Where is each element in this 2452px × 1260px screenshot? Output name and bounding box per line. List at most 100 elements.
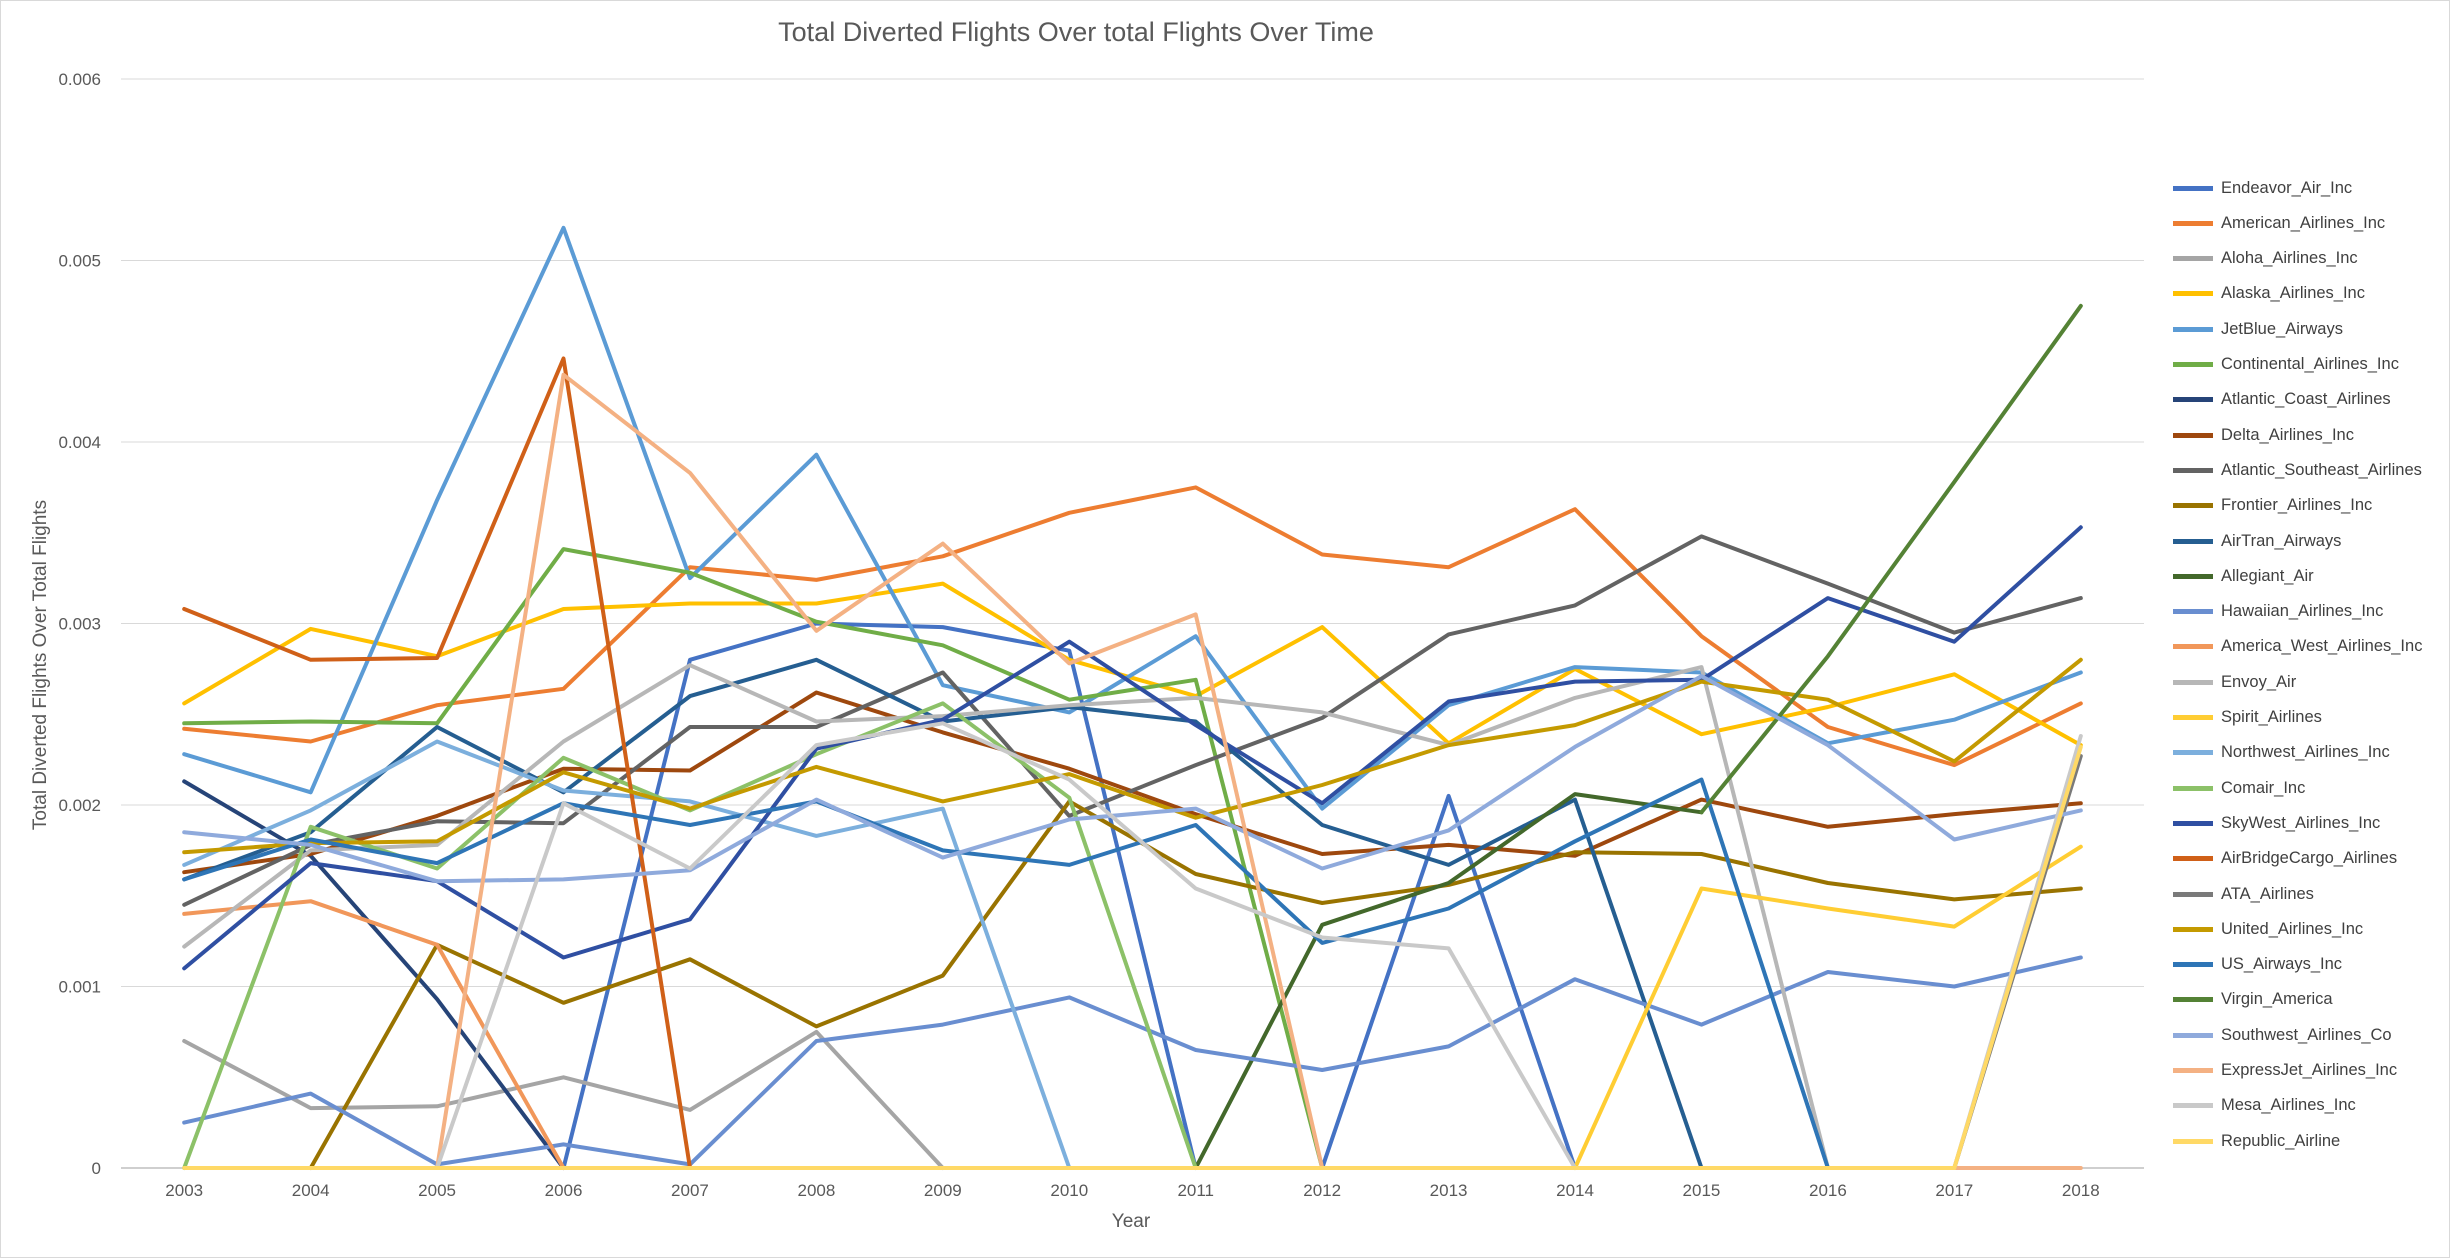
legend-label: Atlantic_Coast_Airlines bbox=[2221, 390, 2391, 409]
x-tick-label: 2011 bbox=[1177, 1181, 1214, 1200]
legend-label: ATA_Airlines bbox=[2221, 884, 2314, 903]
legend-swatch bbox=[2173, 397, 2213, 403]
legend-label: Republic_Airline bbox=[2221, 1131, 2341, 1150]
legend-item: Mesa_Airlines_Inc bbox=[2173, 1091, 2356, 1121]
series-line-frontier-airlines-inc bbox=[308, 799, 2083, 1170]
x-tick-label: 2009 bbox=[924, 1181, 962, 1200]
legend-item: Envoy_Air bbox=[2173, 667, 2296, 697]
x-tick-label: 2007 bbox=[671, 1181, 709, 1200]
x-axis-title: Year bbox=[1111, 1211, 1151, 1232]
legend-item: Aloha_Airlines_Inc bbox=[2173, 244, 2358, 274]
legend-item: Atlantic_Coast_Airlines bbox=[2173, 385, 2391, 415]
series-line-american-airlines-inc bbox=[182, 485, 2083, 768]
series-line-airbridgecargo-airlines bbox=[182, 356, 692, 1170]
legend-label: Envoy_Air bbox=[2221, 672, 2297, 691]
x-tick-label: 2008 bbox=[797, 1181, 835, 1200]
legend-item: Spirit_Airlines bbox=[2173, 703, 2322, 733]
x-tick-label: 2017 bbox=[1935, 1181, 1973, 1200]
legend-label: Spirit_Airlines bbox=[2221, 708, 2322, 726]
legend-label: AirBridgeCargo_Airlines bbox=[2221, 849, 2398, 868]
legend-item: United_Airlines_Inc bbox=[2173, 914, 2363, 944]
legend-swatch bbox=[2173, 326, 2213, 332]
series-line-spirit-airlines bbox=[1573, 844, 2083, 1170]
legend-item: Delta_Airlines_Inc bbox=[2173, 420, 2354, 450]
legend-item: Southwest_Airlines_Co bbox=[2173, 1020, 2392, 1050]
legend-label: ExpressJet_Airlines_Inc bbox=[2221, 1061, 2398, 1079]
series-line-republic-airline bbox=[182, 744, 2083, 1170]
series-line-alaska-airlines-inc bbox=[182, 581, 2083, 748]
x-tick-label: 2012 bbox=[1303, 1181, 1341, 1200]
legend-swatch bbox=[2173, 891, 2213, 897]
y-tick-label: 0.005 bbox=[58, 252, 101, 271]
series-line-mesa-airlines-inc bbox=[435, 721, 2083, 1170]
legend-label: Mesa_Airlines_Inc bbox=[2221, 1096, 2356, 1115]
legend-item: America_West_Airlines_Inc bbox=[2173, 632, 2422, 662]
legend-swatch bbox=[2173, 538, 2213, 544]
legend-label: Delta_Airlines_Inc bbox=[2221, 425, 2354, 444]
y-tick-label: 0.003 bbox=[58, 615, 101, 634]
legend-item: Atlantic_Southeast_Airlines bbox=[2173, 455, 2422, 485]
legend-swatch bbox=[2173, 715, 2213, 720]
chart-title: Total Diverted Flights Over total Flight… bbox=[778, 17, 1374, 47]
legend-swatch bbox=[2173, 997, 2213, 1003]
legend-label: US_Airways_Inc bbox=[2221, 955, 2343, 974]
legend-item: Alaska_Airlines_Inc bbox=[2173, 279, 2365, 309]
legend-item: Continental_Airlines_Inc bbox=[2173, 350, 2399, 380]
legend-item: ATA_Airlines bbox=[2173, 879, 2314, 909]
legend-swatch bbox=[2173, 820, 2213, 826]
legend-swatch bbox=[2173, 432, 2213, 438]
legend-item: AirTran_Airways bbox=[2173, 526, 2341, 556]
legend-item: Hawaiian_Airlines_Inc bbox=[2173, 597, 2383, 627]
series-line-us-airways-inc bbox=[182, 777, 1830, 1170]
series-lines bbox=[182, 225, 2083, 1170]
y-tick-label: 0 bbox=[92, 1159, 101, 1178]
legend-label: American_Airlines_Inc bbox=[2221, 213, 2386, 232]
x-tick-label: 2010 bbox=[1050, 1181, 1088, 1200]
series-line-envoy-air bbox=[182, 663, 1830, 1170]
legend-label: AirTran_Airways bbox=[2221, 531, 2342, 550]
x-tick-label: 2016 bbox=[1809, 1181, 1847, 1200]
x-tick-label: 2006 bbox=[545, 1181, 583, 1200]
legend-swatch bbox=[2173, 573, 2213, 579]
legend-label: America_West_Airlines_Inc bbox=[2221, 637, 2423, 656]
legend-swatch bbox=[2173, 1068, 2213, 1073]
x-tick-label: 2018 bbox=[2062, 1181, 2100, 1200]
series-line-continental-airlines-inc bbox=[182, 547, 1325, 1170]
series-line-virgin-america bbox=[1699, 303, 2083, 815]
series-line-southwest-airlines-co bbox=[182, 674, 2083, 884]
legend-swatch bbox=[2173, 467, 2213, 473]
legend-swatch bbox=[2173, 856, 2213, 862]
y-tick-label: 0.002 bbox=[58, 796, 101, 815]
series-line-atlantic-southeast-airlines bbox=[182, 534, 2083, 907]
legend-item: Northwest_Airlines_Inc bbox=[2173, 738, 2390, 768]
series-line-jetblue-airways bbox=[182, 225, 2083, 811]
legend-label: Hawaiian_Airlines_Inc bbox=[2221, 602, 2384, 621]
legend-item: US_Airways_Inc bbox=[2173, 950, 2342, 980]
series-line-united-airlines-inc bbox=[182, 657, 2083, 855]
legend-label: Atlantic_Southeast_Airlines bbox=[2221, 460, 2422, 479]
legend-swatch bbox=[2173, 256, 2213, 262]
legend-swatch bbox=[2173, 1138, 2213, 1144]
legend-item: American_Airlines_Inc bbox=[2173, 208, 2385, 238]
legend-swatch bbox=[2173, 1103, 2213, 1109]
legend-label: Frontier_Airlines_Inc bbox=[2221, 496, 2373, 515]
series-line-skywest-airlines-inc bbox=[182, 525, 2083, 971]
legend-label: Continental_Airlines_Inc bbox=[2221, 355, 2399, 373]
legend-item: AirBridgeCargo_Airlines bbox=[2173, 844, 2397, 874]
y-tick-label: 0.006 bbox=[58, 70, 101, 89]
axes: 0 0.001 0.002 0.003 0.004 0.005 0.006 2003 2004 2… bbox=[58, 70, 2099, 1200]
legend-swatch bbox=[2173, 926, 2213, 932]
legend-swatch bbox=[2173, 750, 2213, 756]
legend-label: SkyWest_Airlines_Inc bbox=[2221, 813, 2381, 832]
legend-label: Aloha_Airlines_Inc bbox=[2221, 249, 2358, 268]
legend-label: Endeavor_Air_Inc bbox=[2221, 178, 2353, 197]
y-tick-label: 0.001 bbox=[58, 978, 101, 997]
legend-item: ExpressJet_Airlines_Inc bbox=[2173, 1056, 2397, 1086]
legend-swatch bbox=[2173, 220, 2213, 226]
legend-label: Northwest_Airlines_Inc bbox=[2221, 743, 2390, 762]
gridlines bbox=[121, 78, 2144, 1169]
legend-swatch bbox=[2173, 785, 2213, 791]
legend-label: Alaska_Airlines_Inc bbox=[2221, 284, 2365, 303]
legend-label: JetBlue_Airways bbox=[2221, 319, 2343, 338]
